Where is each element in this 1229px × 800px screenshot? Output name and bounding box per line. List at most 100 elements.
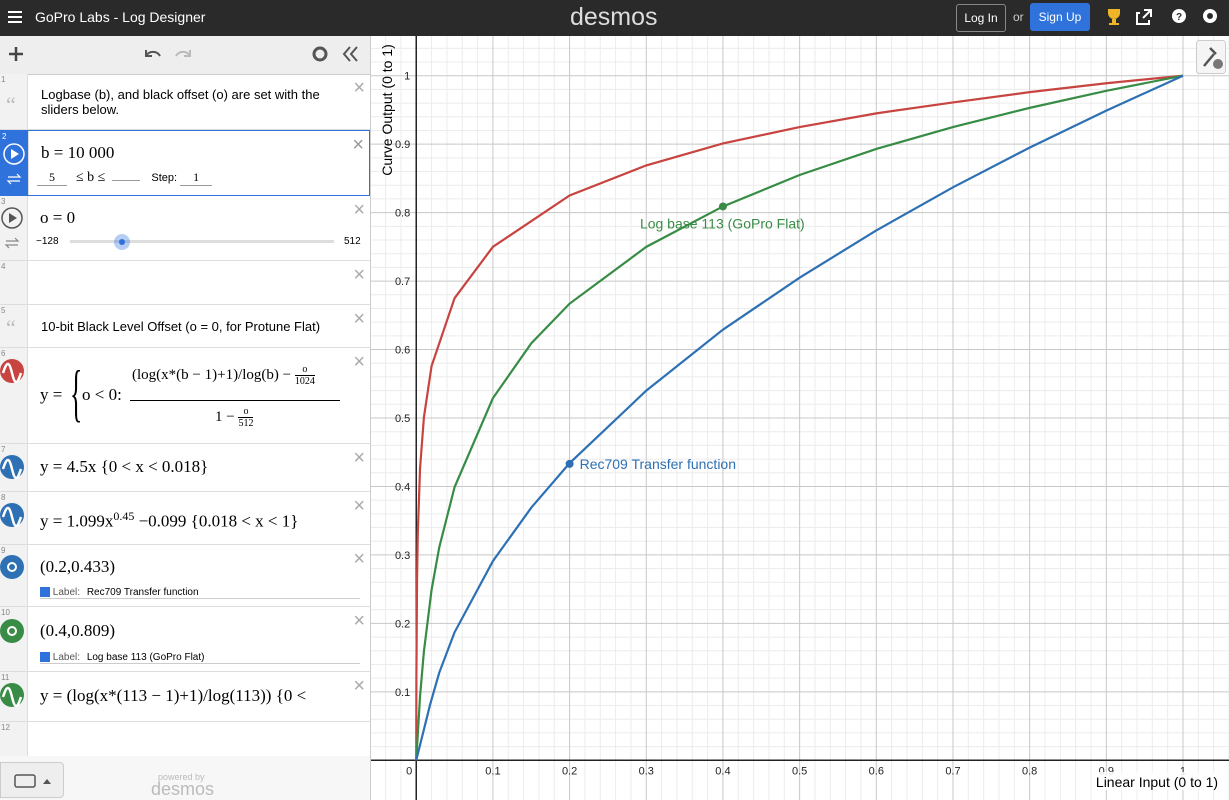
delete-button[interactable]: ×: [353, 548, 365, 570]
delete-button[interactable]: ×: [353, 495, 365, 517]
point-icon[interactable]: [0, 607, 27, 672]
point-icon[interactable]: [0, 545, 27, 607]
powered-by: powered by: [158, 772, 205, 782]
curve-icon[interactable]: [0, 348, 27, 444]
denominator: 1 − o 512: [215, 406, 254, 429]
curve: [415, 74, 1184, 761]
row-number: 7: [1, 445, 6, 454]
frac-top: o: [294, 364, 315, 376]
delete-button[interactable]: ×: [353, 351, 365, 373]
label-option[interactable]: Label: Rec709 Transfer function: [40, 587, 360, 599]
play-icon[interactable]: [1, 131, 28, 197]
condition: o < 0:: [82, 385, 122, 404]
label-background: [1093, 772, 1223, 790]
row-number: 2: [2, 132, 7, 141]
delete-button[interactable]: ×: [353, 77, 365, 99]
collapse-button[interactable]: [342, 46, 358, 62]
brace: {: [70, 357, 83, 428]
note-text: Logbase (b), and black offset (o) are se…: [41, 87, 320, 117]
exponent: 0.45: [113, 509, 135, 523]
label-caption: Label:: [52, 652, 81, 663]
expression-panel: 1 “ Logbase (b), and black offset (o) are…: [0, 36, 371, 800]
delete-button[interactable]: ×: [352, 134, 364, 156]
label-option[interactable]: Label: Log base 113 (GoPro Flat): [40, 652, 360, 664]
expression-row[interactable]: 1 “ Logbase (b), and black offset (o) are…: [0, 74, 370, 130]
curve: [415, 74, 1184, 761]
numerator: (log(x*(b − 1)+1)/log(b) − o 1024: [132, 364, 315, 387]
expression-row[interactable]: 11 y = (log(x*(113 − 1)+1)/log(113)) {0 …: [0, 672, 370, 722]
row-number: 6: [1, 349, 6, 358]
curve-icon[interactable]: [0, 492, 27, 545]
play-icon[interactable]: [0, 196, 27, 261]
step-label: Step:: [151, 172, 178, 184]
expression-row[interactable]: 12: [0, 722, 370, 756]
slider-thumb[interactable]: [112, 232, 132, 252]
expression-row[interactable]: 5 “ 10-bit Black Level Offset (o = 0, for…: [0, 305, 370, 348]
x-tick-label: 0.5: [792, 765, 807, 777]
expression: y = 4.5x {0 < x < 0.018}: [40, 457, 209, 476]
top-bar: GoPro Labs - Log Designer desmos Log In …: [0, 0, 1229, 36]
settings-button[interactable]: [312, 46, 328, 62]
delete-button[interactable]: ×: [353, 308, 365, 330]
delete-button[interactable]: ×: [353, 675, 365, 697]
label-caption: Label:: [52, 587, 81, 598]
expression-row[interactable]: 8 y = 1.099x0.45 −0.099 {0.018 < x < 1} …: [0, 492, 370, 545]
curve-icon[interactable]: [0, 444, 27, 492]
graph-settings-button[interactable]: [1196, 40, 1226, 74]
x-tick-label: 0.8: [1022, 765, 1037, 777]
redo-button[interactable]: [175, 50, 191, 57]
curve-icon[interactable]: [0, 672, 27, 722]
x-tick-label: 0.2: [562, 765, 577, 777]
expression-row[interactable]: 9 (0.2,0.433) Label: Rec709 Transfer fun…: [0, 545, 370, 607]
add-button[interactable]: [9, 47, 23, 61]
delete-button[interactable]: ×: [353, 447, 365, 469]
slider-track[interactable]: [70, 240, 334, 243]
expression-row[interactable]: 3 o = 0 −128 512 ×: [0, 196, 370, 261]
expression-row[interactable]: 2 b = 10 000 5 ≤ b ≤ Step: 1 ×: [0, 130, 370, 196]
frac-bottom: 512: [238, 418, 254, 429]
x-tick-label: 0.7: [945, 765, 960, 777]
point-label: Rec709 Transfer function: [580, 456, 736, 472]
help-icon[interactable]: [1172, 9, 1186, 23]
label-text[interactable]: Rec709 Transfer function: [86, 587, 199, 598]
y-tick-label: 0.1: [395, 687, 410, 699]
row-number: 12: [1, 723, 10, 732]
keypad-button[interactable]: [0, 762, 64, 798]
step-value[interactable]: 1: [180, 170, 213, 186]
frac-bottom: 1024: [294, 376, 315, 387]
delete-button[interactable]: ×: [353, 264, 365, 286]
slider-max[interactable]: [112, 180, 141, 181]
note-icon: “: [6, 315, 16, 340]
slider-min[interactable]: 5: [37, 170, 67, 186]
y-axis-label: Curve Output (0 to 1): [379, 44, 395, 176]
graph-paper: 0 0.1 0.2 0.3 0.4 0.5 0.6 0.7 0.8 0.9 1 0.1 0.2 0.3 0.…: [371, 36, 1229, 800]
y-tick-label: 0.7: [395, 276, 410, 288]
delete-button[interactable]: ×: [353, 199, 365, 221]
note-text: 10-bit Black Level Offset (o = 0, for Pr…: [41, 319, 321, 334]
svg-text:?: ?: [1176, 12, 1182, 23]
share-icon[interactable]: [1136, 9, 1152, 25]
row-number: 11: [1, 673, 10, 682]
lhs: y =: [40, 385, 63, 404]
trophy-icon[interactable]: [1108, 9, 1120, 25]
login-button[interactable]: Log In: [956, 4, 1006, 32]
undo-button[interactable]: [145, 50, 161, 57]
slider-expression: o = 0: [40, 208, 76, 227]
signup-button[interactable]: Sign Up: [1030, 3, 1090, 31]
expression-row[interactable]: 10 (0.4,0.809) Label: Log base 113 (GoPr…: [0, 607, 370, 672]
expression-text: y = 1.099x: [40, 511, 114, 531]
label-text[interactable]: Log base 113 (GoPro Flat): [86, 652, 205, 663]
expression-row[interactable]: 7 y = 4.5x {0 < x < 0.018} ×: [0, 444, 370, 492]
expression-row[interactable]: 6 y = { o < 0: (log(x*(b − 1)+1)/log(b) …: [0, 348, 370, 444]
slider-op: ≤ b ≤: [76, 170, 106, 185]
footer-brand: desmos: [151, 779, 215, 799]
y-tick-label: 0.4: [395, 481, 410, 493]
menu-button[interactable]: [8, 10, 28, 26]
x-tick-label: 0: [406, 765, 412, 777]
row-number: 3: [1, 197, 6, 206]
expression: (0.4,0.809): [40, 621, 116, 640]
slider-max: 512: [344, 236, 361, 247]
y-tick-label: 0.3: [395, 550, 410, 562]
expression-row[interactable]: 4 ×: [0, 261, 370, 305]
delete-button[interactable]: ×: [353, 610, 365, 632]
